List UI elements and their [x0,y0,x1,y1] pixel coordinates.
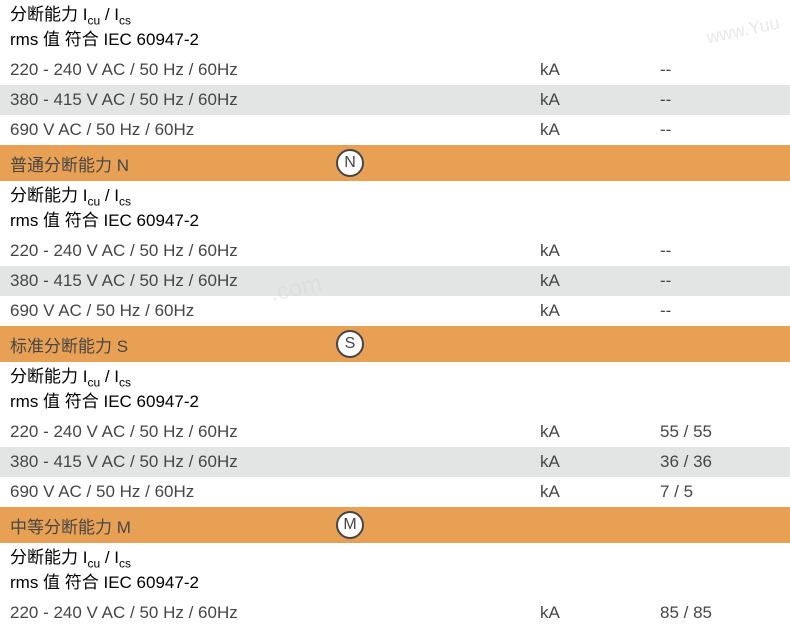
table-row: 690 V AC / 50 Hz / 60Hz kA 7 / 5 [0,477,790,507]
row-desc: 220 - 240 V AC / 50 Hz / 60Hz [10,60,540,80]
row-value: -- [660,90,790,110]
row-unit: kA [540,120,660,140]
table-row: 380 - 415 V AC / 50 Hz / 60Hz kA -- [0,266,790,296]
row-value: -- [660,301,790,321]
table-row: 220 - 240 V AC / 50 Hz / 60Hz kA 55 / 55 [0,417,790,447]
row-value: -- [660,241,790,261]
section-m-subheader: 分断能力 Icu / Ics rms 值 符合 IEC 60947-2 [0,543,790,598]
table-row: 220 - 240 V AC / 50 Hz / 60Hz kA 85 / 85 [0,598,790,628]
section-n-subheader: 分断能力 Icu / Ics rms 值 符合 IEC 60947-2 [0,181,790,236]
row-desc: 380 - 415 V AC / 50 Hz / 60Hz [10,452,540,472]
table-row: 380 - 415 V AC / 50 Hz / 60Hz kA -- [0,85,790,115]
section-s-header: 标准分断能力 S S [0,326,790,362]
section-s-title: 标准分断能力 S [10,332,128,357]
section-n-header: 普通分断能力 N N [0,145,790,181]
row-value: 85 / 85 [660,603,790,623]
row-unit: kA [540,422,660,442]
row-desc: 690 V AC / 50 Hz / 60Hz [10,301,540,321]
row-desc: 380 - 415 V AC / 50 Hz / 60Hz [10,90,540,110]
row-value: 7 / 5 [660,482,790,502]
row-unit: kA [540,603,660,623]
top-header-line2: rms 值 符合 IEC 60947-2 [10,29,790,51]
top-header-line1: 分断能力 Icu / Ics [10,4,790,29]
row-unit: kA [540,301,660,321]
table-row: 220 - 240 V AC / 50 Hz / 60Hz kA -- [0,55,790,85]
section-m-header: 中等分断能力 M M [0,507,790,543]
top-header: 分断能力 Icu / Ics rms 值 符合 IEC 60947-2 [0,0,790,55]
table-row: 690 V AC / 50 Hz / 60Hz kA -- [0,296,790,326]
table-row: 220 - 240 V AC / 50 Hz / 60Hz kA -- [0,236,790,266]
row-value: -- [660,271,790,291]
row-value: -- [660,120,790,140]
row-desc: 690 V AC / 50 Hz / 60Hz [10,120,540,140]
row-desc: 220 - 240 V AC / 50 Hz / 60Hz [10,241,540,261]
s-badge-icon: S [336,330,364,358]
row-desc: 380 - 415 V AC / 50 Hz / 60Hz [10,271,540,291]
section-s-subheader: 分断能力 Icu / Ics rms 值 符合 IEC 60947-2 [0,362,790,417]
row-value: 55 / 55 [660,422,790,442]
row-value: -- [660,60,790,80]
row-value: 36 / 36 [660,452,790,472]
m-badge-icon: M [336,511,364,539]
section-m-title: 中等分断能力 M [10,513,131,538]
section-n-title: 普通分断能力 N [10,151,129,176]
row-unit: kA [540,482,660,502]
row-unit: kA [540,271,660,291]
table-row: 380 - 415 V AC / 50 Hz / 60Hz kA 36 / 36 [0,447,790,477]
n-badge-icon: N [336,149,364,177]
row-desc: 220 - 240 V AC / 50 Hz / 60Hz [10,603,540,623]
table-row: 690 V AC / 50 Hz / 60Hz kA -- [0,115,790,145]
row-desc: 220 - 240 V AC / 50 Hz / 60Hz [10,422,540,442]
row-unit: kA [540,90,660,110]
row-desc: 690 V AC / 50 Hz / 60Hz [10,482,540,502]
row-unit: kA [540,60,660,80]
row-unit: kA [540,452,660,472]
row-unit: kA [540,241,660,261]
